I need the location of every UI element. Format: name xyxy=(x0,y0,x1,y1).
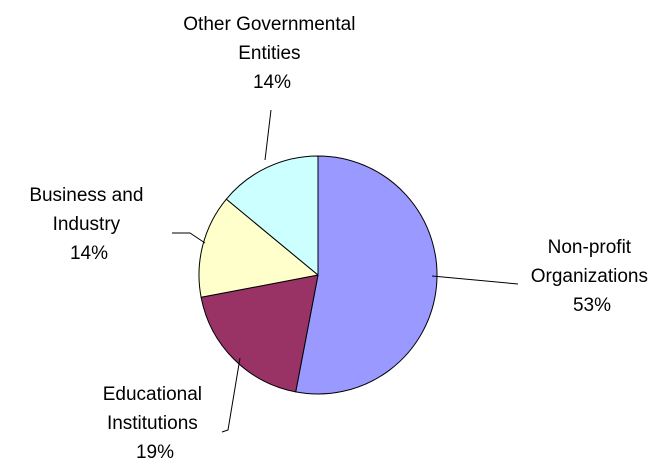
pie-slices xyxy=(198,155,438,395)
leader-educational xyxy=(221,357,241,433)
slice-label-business-line1: Business and xyxy=(29,185,143,206)
slice-label-business: Business and Industry 14% xyxy=(29,185,148,264)
slice-value-educational: 19% xyxy=(136,442,174,463)
slice-value-business: 14% xyxy=(70,243,108,264)
slice-business xyxy=(198,198,319,298)
slice-value-nonprofit: 53% xyxy=(573,295,611,316)
leader-business xyxy=(172,232,206,244)
slice-label-business-line2: Industry xyxy=(53,214,121,235)
slice-value-other-gov: 14% xyxy=(253,72,291,93)
slice-label-other-gov: Other Governmental Entities 14% xyxy=(183,14,360,93)
leader-lines xyxy=(172,109,519,433)
leader-other-gov xyxy=(264,109,272,161)
slice-nonprofit xyxy=(295,155,438,395)
slice-educational xyxy=(200,274,319,393)
slice-other-gov xyxy=(225,155,319,276)
slice-label-nonprofit: Non-profit Organizations 53% xyxy=(531,237,654,316)
slice-label-other-gov-line2: Entities xyxy=(238,43,300,64)
slice-label-educational-line1: Educational xyxy=(103,384,202,405)
slice-label-educational-line2: Institutions xyxy=(107,413,198,434)
slice-label-other-gov-line1: Other Governmental xyxy=(183,14,355,35)
slice-label-nonprofit-line1: Non-profit xyxy=(548,237,632,258)
slice-label-nonprofit-line2: Organizations xyxy=(531,266,648,287)
slice-label-educational: Educational Institutions 19% xyxy=(103,384,208,463)
leader-nonprofit xyxy=(431,275,519,285)
